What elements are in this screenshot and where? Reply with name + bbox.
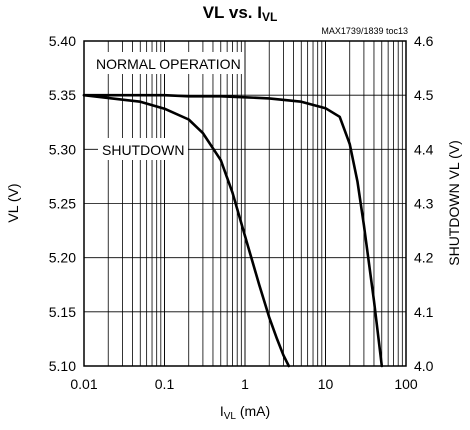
grid xyxy=(84,41,406,366)
x-tick-label: 1 xyxy=(241,376,249,392)
y2-tick-label: 4.0 xyxy=(414,358,434,374)
x-tick-label: 0.01 xyxy=(70,376,97,392)
y2-tick-label: 4.1 xyxy=(414,304,434,320)
x-tick-label: 10 xyxy=(318,376,334,392)
y-tick-label: 5.40 xyxy=(49,33,76,49)
annotation-normal-operation: NORMAL OPERATION xyxy=(96,56,241,72)
y-tick-label: 5.30 xyxy=(49,141,76,157)
chart-title: VL vs. IVL xyxy=(203,3,278,24)
y-tick-label: 5.15 xyxy=(49,304,76,320)
y2-tick-label: 4.5 xyxy=(414,87,434,103)
y-tick-label: 5.25 xyxy=(49,196,76,212)
y-axis-label: VL (V) xyxy=(5,183,21,222)
y-tick-label: 5.20 xyxy=(49,250,76,266)
annotation-shutdown-bg xyxy=(98,138,188,160)
x-tick-label: 100 xyxy=(394,376,418,392)
plot-frame xyxy=(83,40,407,367)
series-line-normal-operation xyxy=(82,93,384,368)
y-tick-label: 5.35 xyxy=(49,87,76,103)
y2-tick-label: 4.6 xyxy=(414,33,434,49)
chart-reference: MAX1739/1839 toc13 xyxy=(321,26,408,36)
y2-tick-label: 4.2 xyxy=(414,250,434,266)
y2-axis-label: SHUTDOWN VL (V) xyxy=(446,140,462,265)
y2-tick-label: 4.3 xyxy=(414,196,434,212)
annotation-shutdown: SHUTDOWN xyxy=(102,142,184,158)
series-line-shutdown xyxy=(82,93,291,368)
y-tick-label: 5.10 xyxy=(49,358,76,374)
series-layer xyxy=(82,93,384,368)
x-tick-label: 0.1 xyxy=(155,376,175,392)
x-axis-label: IVL (mA) xyxy=(220,403,270,422)
tick-labels: 0.01 0.1 1 10 100 5.10 5.15 5.20 5.25 5.30 5.35 5.4… xyxy=(49,33,434,392)
y2-tick-label: 4.4 xyxy=(414,141,434,157)
annotation-normal-bg xyxy=(90,52,242,74)
